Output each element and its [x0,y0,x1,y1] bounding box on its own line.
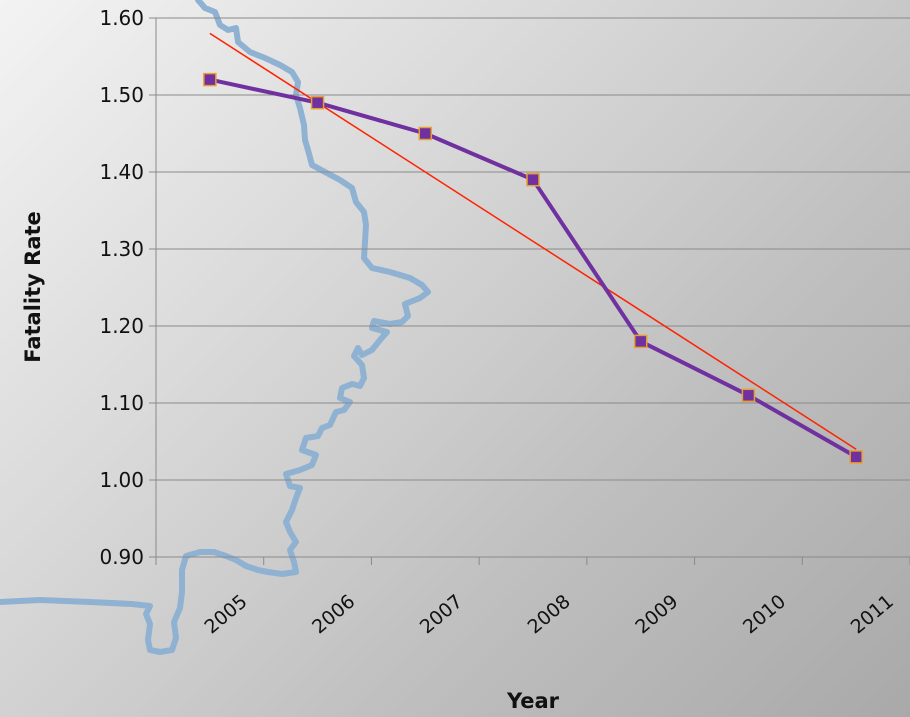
y-axis-title: Fatality Rate [21,211,45,363]
y-tick-label: 0.90 [99,545,144,569]
x-tick-label: 2006 [308,590,359,638]
data-point-marker [418,126,433,141]
y-tick-label: 1.10 [99,391,144,415]
x-tick-label: 2007 [416,590,467,638]
y-tick-label: 1.40 [99,160,144,184]
y-tick-label: 1.50 [99,83,144,107]
x-tick-label: 2005 [200,590,251,638]
data-point-marker [741,388,756,403]
x-tick-label: 2008 [524,590,575,638]
x-axis-title: Year [506,689,560,713]
data-point-marker [526,172,540,187]
y-tick-label: 1.00 [99,468,144,492]
y-tick-label: 1.30 [99,237,144,261]
x-tick-label: 2011 [847,590,898,638]
y-tick-label: 1.60 [99,6,144,30]
data-point-marker [849,450,863,464]
x-tick-label: 2009 [631,590,682,638]
y-tick-label: 1.20 [99,314,144,338]
trendline [209,32,857,450]
background-decoration-line [0,0,431,655]
data-point-marker [203,72,217,87]
data-point-marker [310,95,325,110]
x-tick-label: 2010 [739,590,790,638]
data-point-marker [633,334,648,349]
